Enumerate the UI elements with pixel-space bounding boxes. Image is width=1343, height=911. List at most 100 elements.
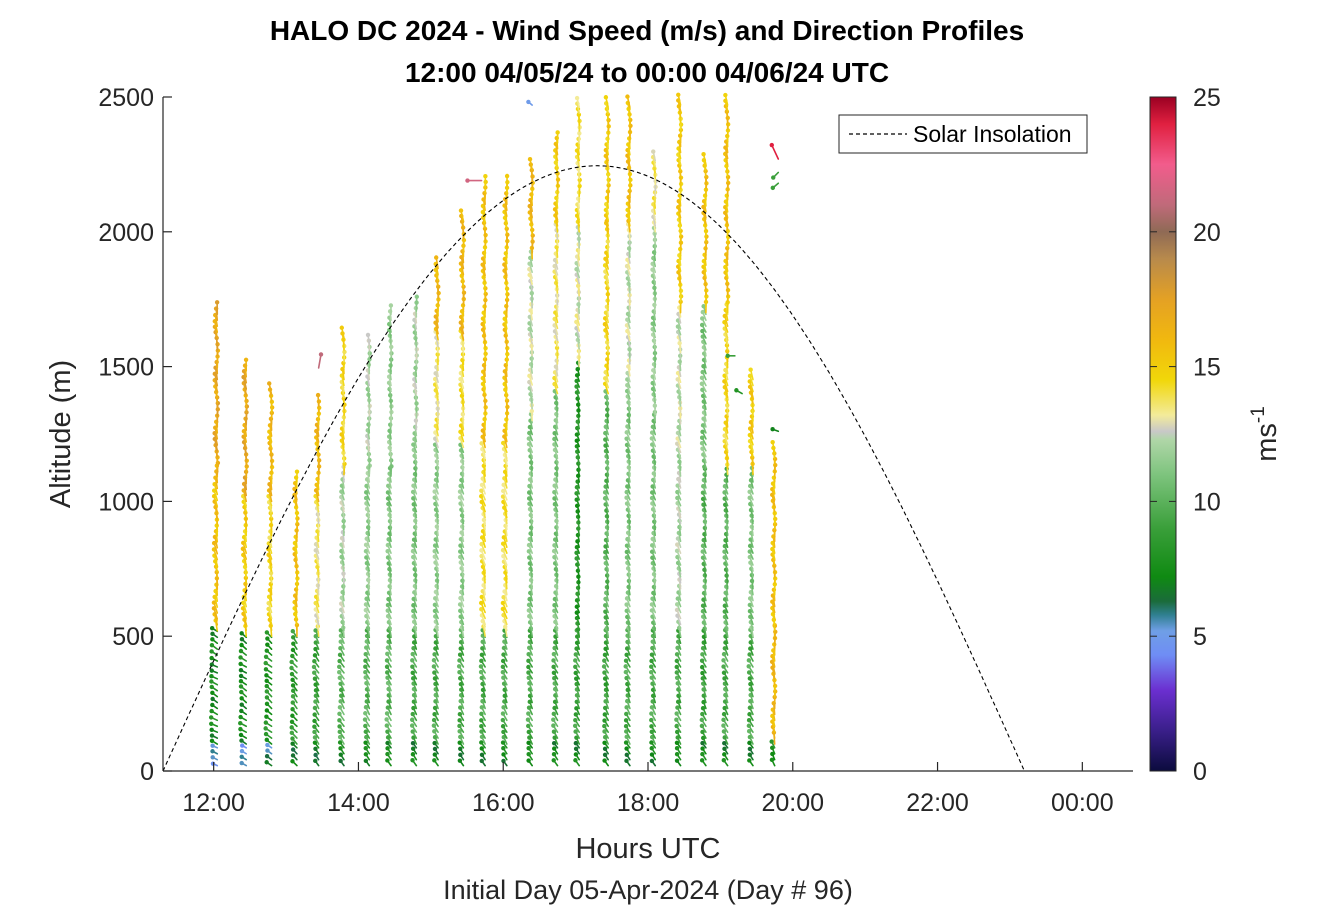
wind-barb-head <box>722 752 727 757</box>
wind-barb-head <box>746 658 752 663</box>
wind-barb-head <box>458 752 463 758</box>
wind-barb-head <box>290 759 295 764</box>
wind-barb-head <box>602 652 608 658</box>
wind-barb-head <box>311 664 317 670</box>
wind-barb-head <box>574 676 579 681</box>
wind-barb-head <box>746 670 752 675</box>
y-tick-label: 2500 <box>98 84 154 112</box>
wind-barb-head <box>289 665 294 671</box>
wind-barb-head <box>479 594 484 600</box>
wind-barb-head <box>555 130 560 135</box>
wind-barb-head <box>649 652 655 657</box>
wind-barb-head <box>500 600 506 606</box>
wind-barb-head <box>500 711 506 716</box>
wind-barb-head <box>747 752 753 757</box>
wind-barb-head <box>338 681 343 687</box>
wind-barb-head <box>238 648 244 654</box>
wind-barb-head <box>338 758 343 764</box>
wind-barb-head <box>700 369 705 375</box>
wind-barb-head <box>649 711 654 716</box>
wind-barb-head <box>700 711 705 717</box>
wind-barb-head <box>210 702 215 708</box>
wind-barb-head <box>602 490 608 495</box>
wind-barb-head <box>700 603 706 608</box>
wind-barb-head <box>458 705 463 710</box>
wind-barb-head <box>674 548 680 554</box>
wind-barb-head <box>312 740 318 745</box>
wind-barb-head <box>315 392 321 398</box>
wind-barb-head <box>624 489 629 495</box>
legend-entry-solar-insolation: Solar Insolation <box>913 121 1072 147</box>
wind-barb-head <box>603 646 608 652</box>
wind-barb-head <box>337 705 343 710</box>
wind-barb-head <box>410 658 415 663</box>
wind-barb-head <box>312 705 318 711</box>
wind-barb-head <box>674 675 680 680</box>
wind-barb-head <box>574 610 580 615</box>
wind-barb-head <box>338 639 343 644</box>
wind-barb-head <box>478 600 484 606</box>
wind-barb-head <box>209 668 214 673</box>
wind-barb-head <box>649 436 655 441</box>
plot-background <box>163 97 1133 771</box>
wind-barb-head <box>267 381 272 386</box>
wind-barb-head <box>363 549 369 554</box>
wind-barb-head <box>700 543 706 548</box>
wind-barb-head <box>500 547 506 553</box>
wind-barb-head <box>313 746 318 751</box>
wind-barb-head <box>551 729 557 734</box>
wind-barb-head <box>699 658 705 663</box>
wind-barb-head <box>239 631 244 636</box>
wind-barb-head <box>312 735 318 740</box>
wind-barb-head <box>769 739 774 744</box>
wind-barb-head <box>573 752 579 757</box>
wind-barb-head <box>410 489 416 495</box>
wind-barb-head <box>624 608 629 614</box>
wind-barb-head <box>700 670 705 676</box>
wind-barb-head <box>501 746 506 751</box>
wind-barb-head <box>722 543 728 549</box>
wind-barb-head <box>363 542 369 548</box>
wind-barb-head <box>722 646 728 651</box>
wind-barb-head <box>500 664 506 669</box>
wind-barb-head <box>721 664 726 669</box>
wind-barb-head <box>500 740 506 745</box>
wind-barb-head <box>526 723 531 729</box>
wind-barb-head <box>649 430 655 435</box>
wind-barb-head <box>602 670 607 675</box>
wind-barb-head <box>746 718 752 723</box>
wind-barb-head <box>649 658 654 664</box>
wind-barb-head <box>478 669 484 675</box>
wind-barb-head <box>313 628 318 633</box>
wind-barb-head <box>500 669 506 675</box>
wind-barb-head <box>624 746 629 751</box>
wind-barb-head <box>337 724 342 729</box>
wind-barb-head <box>313 682 318 687</box>
wind-barb-head <box>526 740 531 746</box>
wind-barb-head <box>209 626 215 631</box>
wind-barb-head <box>363 740 368 745</box>
wind-barb-head <box>650 645 655 651</box>
wind-barb-head <box>479 705 485 710</box>
wind-barb-head <box>264 701 270 707</box>
wind-barb-head <box>432 608 438 614</box>
x-ticks: 12:00 14:00 16:00 18:00 20:00 22:00 00:00 <box>182 762 1114 817</box>
wind-barb-head <box>264 673 269 678</box>
wind-barb-head <box>501 729 506 735</box>
wind-barb-head <box>649 758 655 764</box>
legend: Solar Insolation <box>838 114 1088 154</box>
wind-barb-head <box>363 651 368 657</box>
wind-barb-head <box>411 442 416 447</box>
wind-barb-head <box>574 544 580 550</box>
colorbar-tick-label: 20 <box>1193 219 1221 247</box>
wind-barb-head <box>700 549 705 554</box>
wind-barb-head <box>747 602 753 608</box>
wind-barb-head <box>432 652 437 657</box>
wind-barb-head <box>263 731 269 737</box>
wind-barb-head <box>722 609 727 614</box>
wind-barb-head <box>526 746 531 751</box>
wind-barb-head <box>747 495 752 501</box>
x-tick-label: 00:00 <box>1051 789 1114 817</box>
wind-barb-head <box>551 751 557 757</box>
wind-barb-head <box>701 484 706 489</box>
